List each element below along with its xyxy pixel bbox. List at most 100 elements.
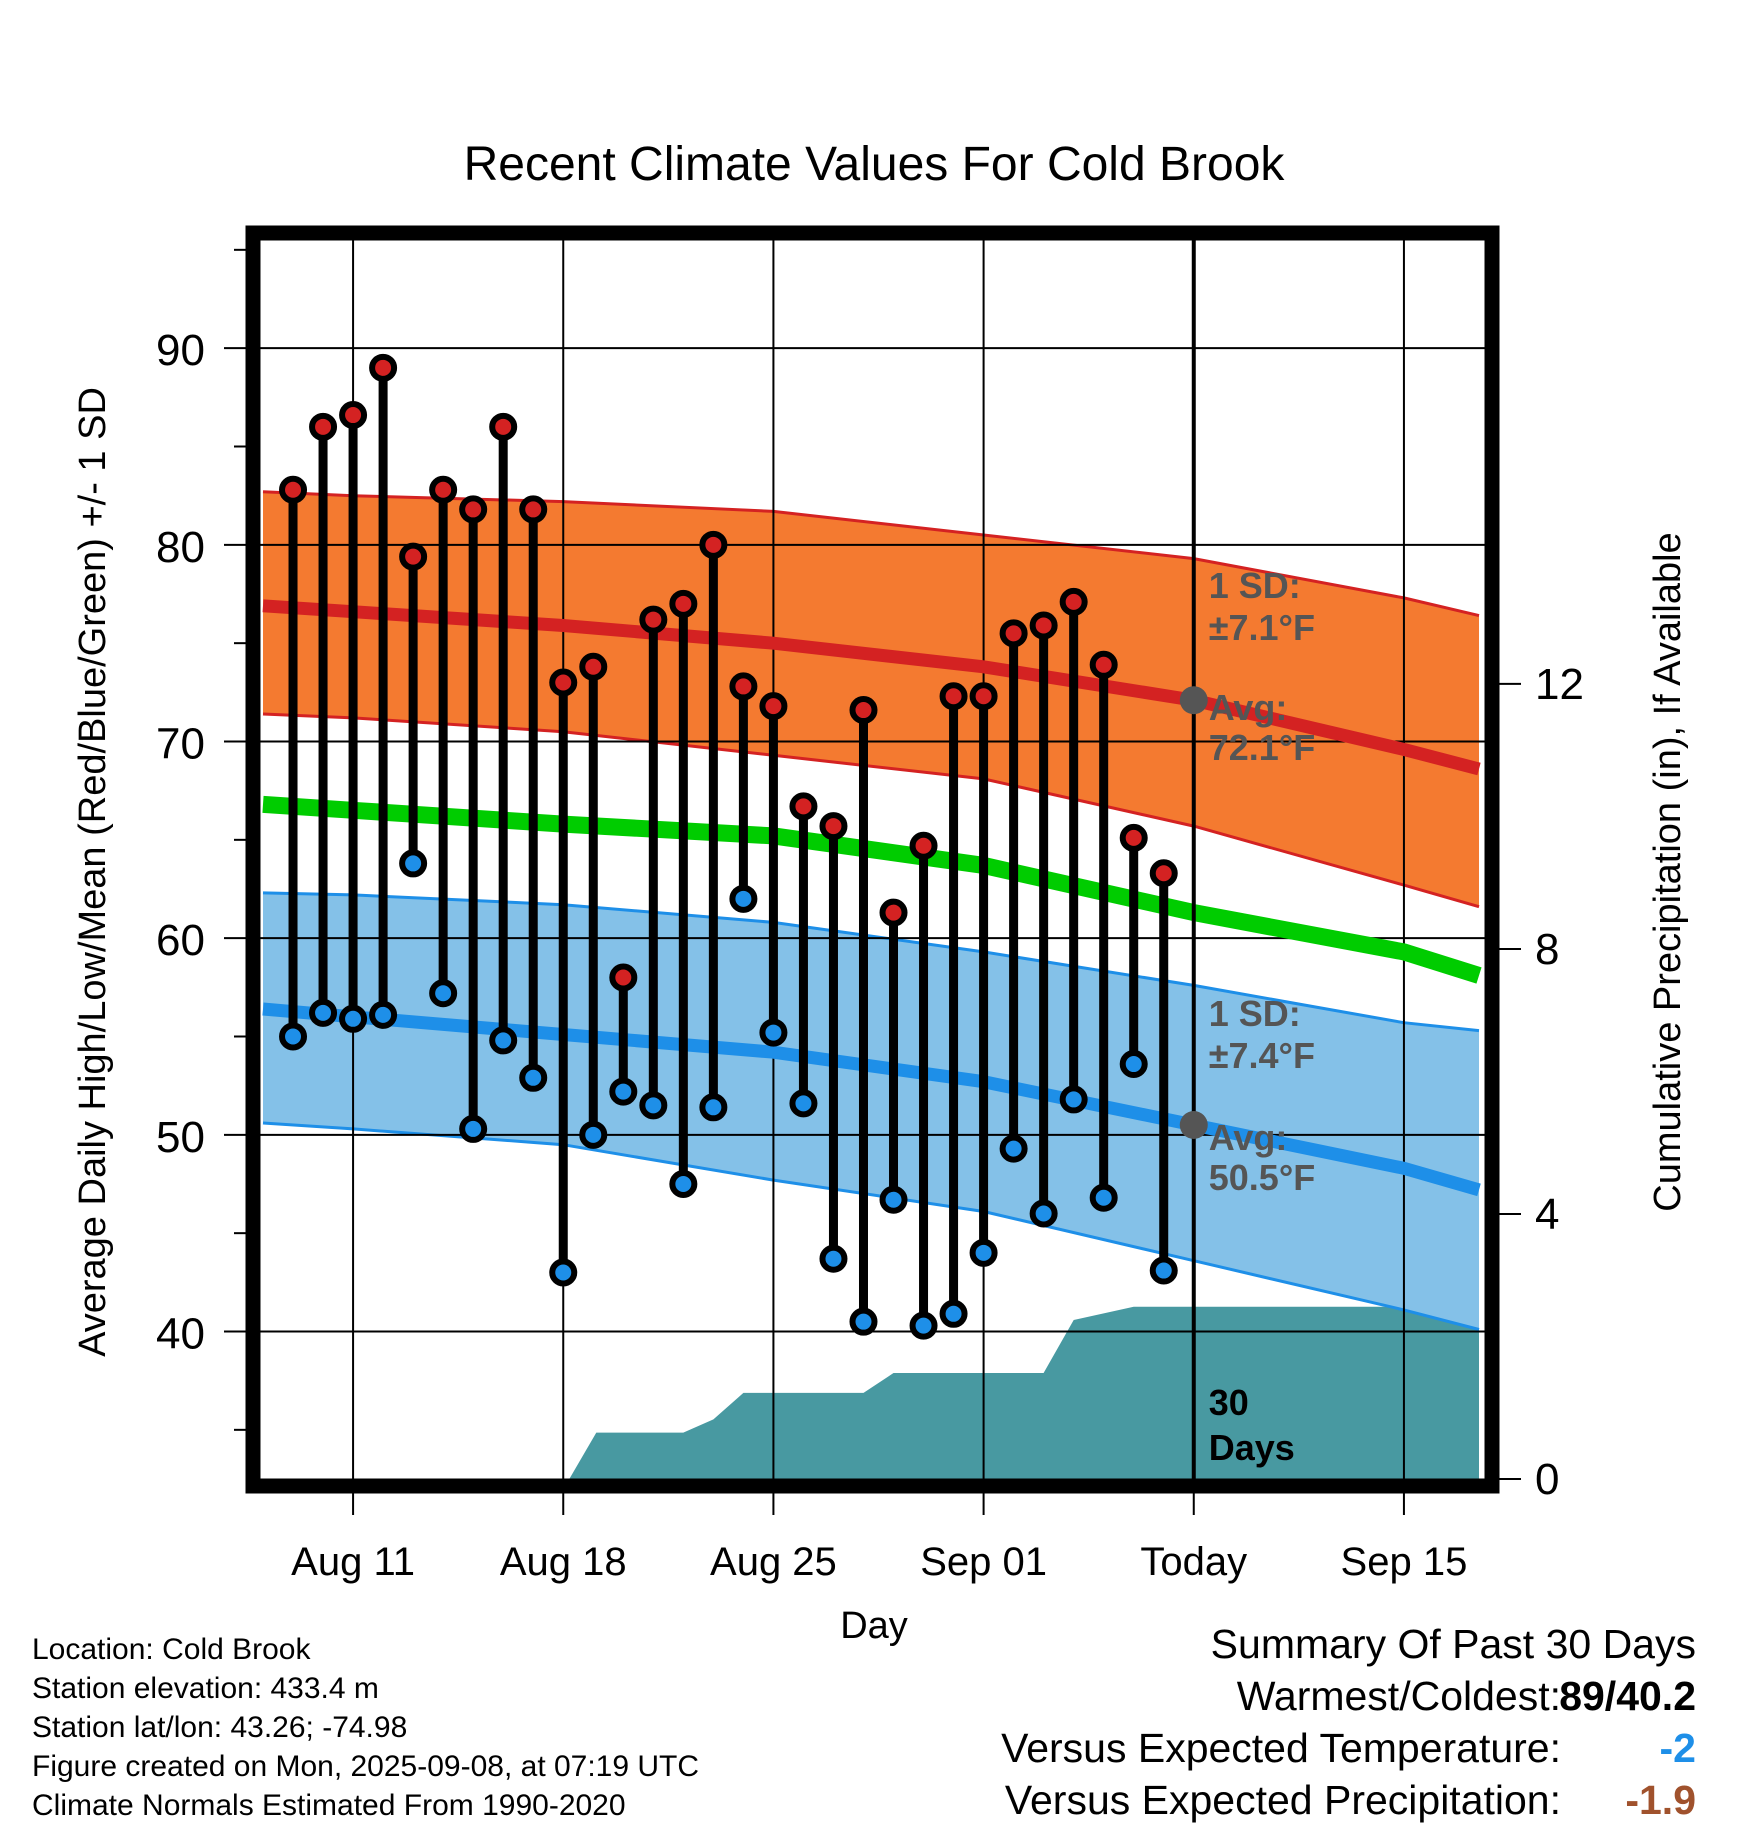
high-lower-line: [262, 712, 1480, 909]
daily-low-point: [999, 1134, 1028, 1163]
daily-low-point: [939, 1299, 968, 1328]
x-tick-label: Today: [1140, 1540, 1247, 1584]
y-axis-label: Average Daily High/Low/Mean (Red/Blue/Gr…: [72, 387, 114, 1357]
daily-low-point: [1149, 1256, 1178, 1285]
daily-low-point: [579, 1120, 608, 1149]
daily-high-point: [789, 792, 818, 821]
daily-low-point: [459, 1114, 488, 1143]
daily-high-point: [999, 619, 1028, 648]
y2-tick-label: 12: [1535, 660, 1584, 709]
daily-high-point: [279, 475, 308, 504]
station-info: Location: Cold Brook Station elevation: …: [32, 1630, 699, 1825]
summary-warmest-row: Warmest/Coldest: 89/40.2: [896, 1670, 1696, 1722]
daily-low-point: [399, 849, 428, 878]
daily-high-point: [609, 963, 638, 992]
daily-low-point: [1029, 1199, 1058, 1228]
mean-normal-line: [262, 795, 1482, 984]
daily-low-point: [309, 998, 338, 1027]
daily-low-point: [849, 1307, 878, 1336]
y2-tick-label: 4: [1535, 1190, 1559, 1239]
x-tick-label: Aug 18: [500, 1540, 627, 1584]
daily-low-point: [909, 1311, 938, 1340]
daily-low-point: [669, 1170, 698, 1198]
x-tick-label: Sep 01: [920, 1540, 1047, 1584]
low-sd-value: ±7.4°F: [1209, 1035, 1315, 1076]
temp-anomaly-label: Versus Expected Temperature:: [1001, 1725, 1561, 1771]
daily-high-point: [729, 672, 758, 701]
daily-low-point: [819, 1244, 848, 1273]
daily-high-point: [1149, 859, 1178, 888]
high-avg-value: 72.1°F: [1209, 727, 1315, 768]
summary-title: Summary Of Past 30 Days: [1210, 1621, 1696, 1667]
daily-low-point: [969, 1238, 998, 1267]
daily-low-point: [369, 1000, 398, 1029]
daily-high-point: [849, 696, 878, 725]
daily-low-point: [279, 1022, 308, 1051]
daily-low-point: [639, 1091, 668, 1120]
daily-high-point: [1029, 611, 1058, 640]
x-tick-label: Sep 15: [1341, 1540, 1468, 1584]
elevation-text: Station elevation: 433.4 m: [32, 1672, 379, 1705]
high-sd-value: ±7.1°F: [1209, 607, 1315, 648]
warmest-label: Warmest/Coldest:: [1236, 1673, 1561, 1719]
daily-low-point: [879, 1185, 908, 1214]
daily-low-point: [1059, 1085, 1088, 1114]
daily-low-point: [699, 1093, 728, 1122]
daily-low-point: [1089, 1183, 1118, 1212]
daily-high-point: [639, 605, 668, 634]
daily-high-point: [579, 652, 608, 681]
location-text: Location: Cold Brook: [32, 1633, 311, 1666]
daily-low-point: [759, 1018, 788, 1047]
daily-high-point: [1059, 587, 1088, 616]
latlon-text: Station lat/lon: 43.26; -74.98: [32, 1711, 408, 1744]
y-tick-label: 60: [156, 916, 205, 965]
high-normal-line: [262, 599, 1481, 776]
y-tick-label: 50: [156, 1113, 205, 1162]
low-avg-label: Avg:: [1209, 1117, 1288, 1158]
daily-low-point: [549, 1258, 578, 1287]
daily-low-point: [1119, 1050, 1148, 1079]
daily-high-point: [459, 495, 488, 524]
normals-text: Climate Normals Estimated From 1990-2020: [32, 1789, 626, 1822]
daily-high-point: [399, 542, 428, 571]
high-upper-line: [262, 490, 1480, 618]
daily-low-point: [519, 1063, 548, 1092]
high-avg-marker: [1179, 686, 1208, 715]
precip-area: [263, 1306, 1479, 1479]
chart-title: Recent Climate Values For Cold Brook: [464, 138, 1286, 191]
low-avg-marker: [1179, 1111, 1208, 1139]
y-tick-label: 90: [156, 326, 205, 375]
summary-temp-row: Versus Expected Temperature: -2: [896, 1722, 1696, 1774]
precip-label-days: Days: [1209, 1427, 1295, 1468]
daily-high-point: [819, 812, 848, 841]
daily-high-point: [1089, 650, 1118, 679]
y-tick-label: 80: [156, 523, 205, 572]
summary-panel: Summary Of Past 30 Days Warmest/Coldest:…: [896, 1618, 1696, 1826]
low-upper-line: [262, 891, 1480, 1033]
daily-high-point: [549, 668, 578, 697]
daily-high-point: [669, 589, 698, 618]
daily-high-point: [939, 682, 968, 711]
daily-low-point: [729, 884, 758, 913]
daily-low-point: [609, 1077, 638, 1106]
daily-high-point: [699, 530, 728, 559]
daily-low-point: [789, 1089, 818, 1118]
low-lower-line: [262, 1121, 1480, 1331]
daily-high-point: [489, 412, 518, 441]
y-tick-label: 40: [156, 1310, 205, 1359]
daily-high-point: [519, 495, 548, 524]
warmest-value: 89/40.2: [1559, 1673, 1696, 1719]
daily-high-point: [909, 831, 938, 860]
precip-anomaly-label: Versus Expected Precipitation:: [1004, 1777, 1561, 1823]
created-text: Figure created on Mon, 2025-09-08, at 07…: [32, 1750, 700, 1783]
x-tick-label: Aug 25: [710, 1540, 837, 1584]
low-avg-value: 50.5°F: [1209, 1157, 1315, 1198]
daily-high-point: [879, 898, 908, 927]
precip-anomaly-value: -1.9: [1625, 1777, 1696, 1823]
high-sd-label: 1 SD:: [1209, 565, 1301, 606]
plot-frame: [245, 225, 1500, 1494]
daily-high-point: [369, 353, 398, 382]
daily-high-point: [1119, 823, 1148, 852]
daily-low-point: [429, 979, 458, 1008]
